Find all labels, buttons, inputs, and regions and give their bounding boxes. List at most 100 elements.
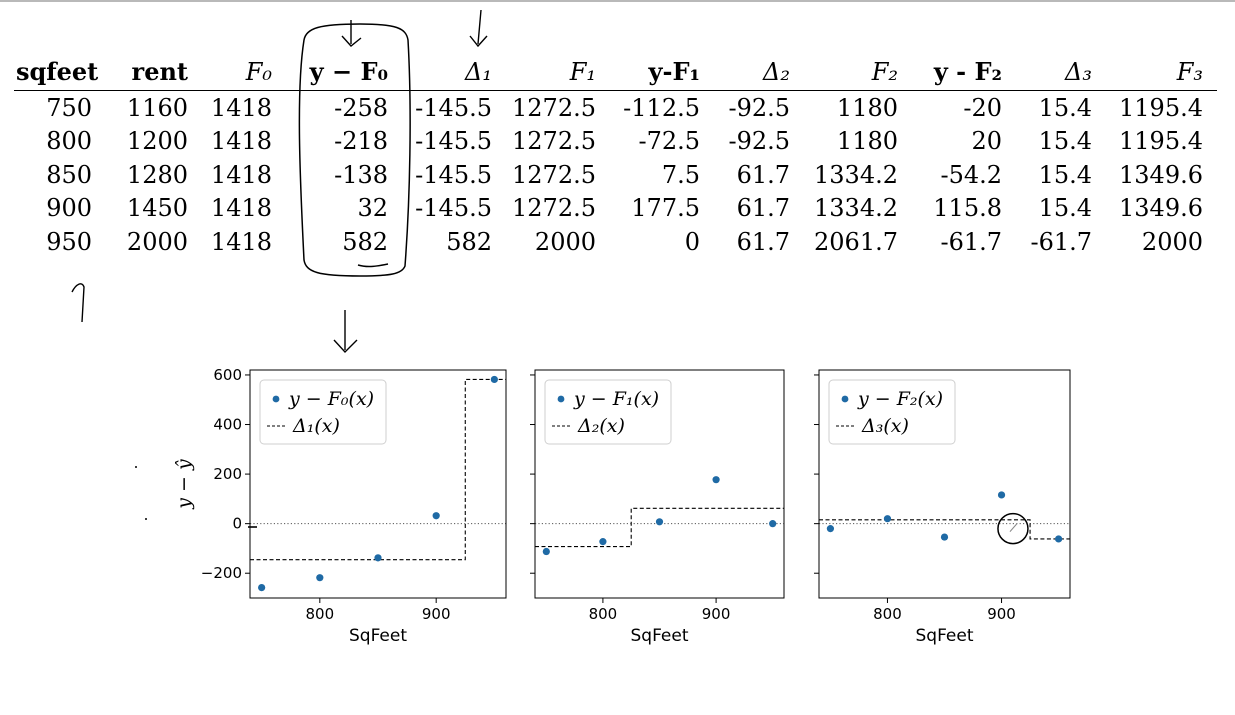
y-axis-label: y − ŷ [173, 459, 195, 510]
table-row: 900 1450 1418 32 -145.5 1272.5 177.5 61.7 1334.2… [14, 192, 1217, 226]
column-header: rent [114, 57, 202, 91]
table-cell: 950 [46, 227, 92, 256]
legend-marker-points [557, 395, 565, 403]
table-row: 850 1280 1418 -138 -145.5 1272.5 7.5 61.7 1334.2… [14, 158, 1217, 192]
column-header: y-F₁ [610, 57, 714, 91]
table-cell: -54.2 [940, 160, 1002, 189]
table-row: 950 2000 1418 582 582 2000 0 61.7 2061.7 -61.7 -61… [14, 225, 1217, 259]
table-cell: 1334.2 [814, 194, 898, 223]
table-cell: 15.4 [1038, 160, 1092, 189]
data-point [316, 574, 324, 582]
step-series-line [535, 507, 784, 548]
column-header: Δ₁ [402, 57, 506, 91]
table-cell: 7.5 [661, 160, 700, 189]
table-cell: 115.8 [933, 194, 1002, 223]
plot-frame [249, 369, 507, 599]
column-header: F₁ [506, 57, 610, 91]
table-cell: -145.5 [415, 194, 492, 223]
table-cell: 1272.5 [512, 93, 596, 122]
table-cell: 1160 [126, 93, 188, 122]
x-tick-label: 800 [305, 605, 334, 623]
table-cell: 2000 [534, 227, 596, 256]
y-tick-label: 0 [232, 515, 242, 533]
table-cell: -112.5 [623, 93, 700, 122]
top-divider [0, 0, 1235, 2]
legend-marker-points [841, 395, 849, 403]
circle-annotation [997, 512, 1029, 545]
table-cell: -72.5 [638, 127, 700, 156]
y-tick-label: 400 [213, 416, 242, 434]
table-cell: 2000 [1141, 227, 1203, 256]
data-point [655, 518, 664, 526]
table-cell: 1334.2 [814, 160, 898, 189]
data-point [258, 583, 266, 592]
table-cell: 1349.6 [1119, 194, 1203, 223]
table-cell: 1418 [210, 160, 272, 189]
table-cell: 20 [971, 127, 1002, 156]
table-cell: 15.4 [1038, 127, 1092, 156]
legend-label-points: y − F₁(x) [573, 388, 659, 410]
stray-dot-annotation [145, 518, 147, 520]
y-tick-label: −200 [201, 564, 242, 582]
table-cell: 1272.5 [512, 194, 596, 223]
data-point [374, 554, 382, 562]
data-point [542, 547, 550, 556]
chart-panel: 800 900 −200 0 200 400 600 SqFeet y − ŷ y − F₀(x)… [173, 366, 507, 646]
column-header: Δ₃ [1016, 57, 1106, 91]
y-tick-label: 200 [213, 465, 242, 483]
x-axis-label: SqFeet [915, 626, 973, 646]
legend-label-step: Δ₂(x) [577, 415, 625, 437]
table-cell: -61.7 [940, 227, 1002, 256]
column-header: sqfeet [14, 57, 114, 91]
table-cell: -145.5 [415, 127, 492, 156]
table-cell: 15.4 [1038, 194, 1092, 223]
table-cell: 1418 [210, 227, 272, 256]
table-cell: -92.5 [728, 93, 790, 122]
plot-frame [534, 369, 785, 599]
table-cell: 61.7 [736, 227, 790, 256]
table-cell: 1418 [210, 194, 272, 223]
data-point [997, 491, 1006, 499]
data-point [940, 533, 949, 541]
chart-panel: 800 900 SqFeet y − F₁(x) Δ₂(x) [530, 369, 785, 646]
step-series-line [250, 378, 506, 561]
legend-label-points: y − F₀(x) [288, 388, 374, 410]
legend-label-step: Δ₁(x) [292, 415, 340, 437]
legend-marker-points [272, 395, 280, 403]
table-cell: 2061.7 [814, 227, 898, 256]
table-cell: 61.7 [736, 160, 790, 189]
column-header: F₃ [1106, 57, 1217, 91]
data-point [599, 538, 607, 546]
table-cell: 1195.4 [1119, 127, 1203, 156]
data-point [712, 476, 720, 484]
legend-box [259, 379, 387, 445]
table-cell: -61.7 [1030, 227, 1092, 256]
table-cell: 1349.6 [1119, 160, 1203, 189]
table-cell: -145.5 [415, 93, 492, 122]
x-tick-label: 900 [702, 605, 731, 623]
table-cell: 1418 [210, 93, 272, 122]
data-point [432, 512, 440, 520]
legend-label-step: Δ₃(x) [861, 415, 909, 437]
x-tick-label: 900 [422, 605, 451, 623]
x-tick-label: 900 [987, 605, 1016, 623]
table-cell: 1180 [836, 127, 898, 156]
table-cell: 1195.4 [1119, 93, 1203, 122]
data-point [826, 525, 835, 533]
step-series-line [819, 519, 1070, 540]
column-header: Δ₂ [714, 57, 804, 91]
table-cell: 800 [46, 127, 92, 156]
table-cell: 1280 [126, 160, 188, 189]
plot-frame [818, 369, 1071, 599]
chart-panel: 800 900 SqFeet y − F₂(x) Δ₃(x) [814, 369, 1071, 646]
x-tick-label: 800 [873, 605, 902, 623]
table-cell: 900 [46, 194, 92, 223]
legend-box [828, 379, 956, 445]
table-cell: 177.5 [631, 194, 700, 223]
column-header: F₀ [202, 57, 286, 91]
table-cell: 1180 [836, 93, 898, 122]
data-point [1054, 535, 1063, 543]
data-point [883, 515, 892, 523]
table-cell: 0 [684, 227, 700, 256]
